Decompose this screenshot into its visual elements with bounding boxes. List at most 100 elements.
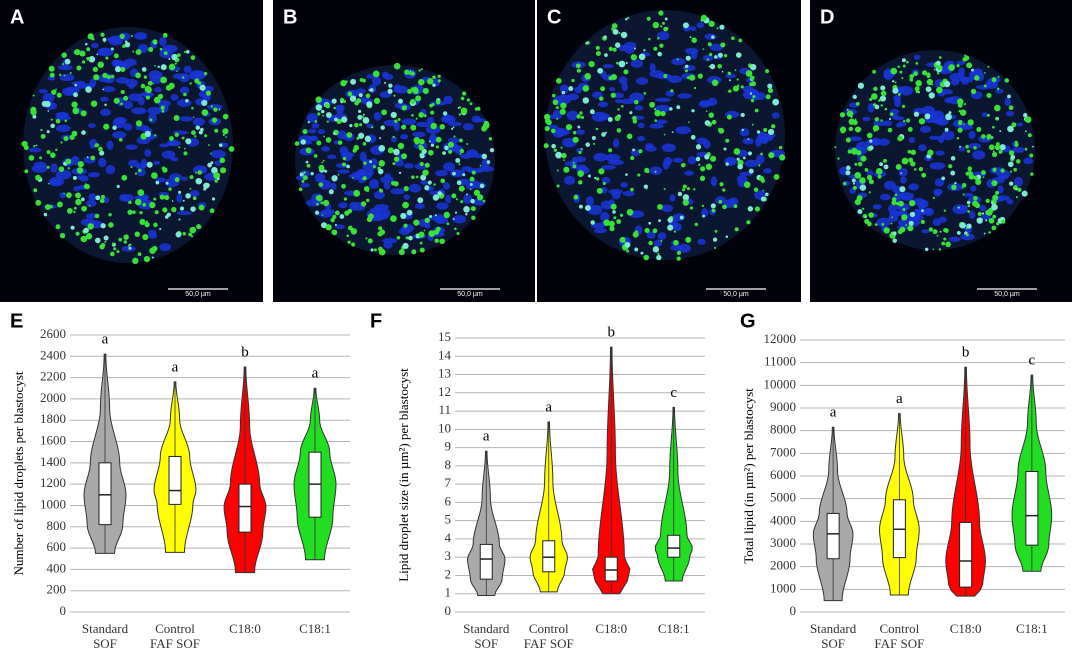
- lipid-droplet: [616, 61, 619, 65]
- lipid-droplet: [905, 118, 911, 123]
- lipid-droplet: [973, 195, 978, 201]
- lipid-droplet: [393, 156, 400, 162]
- lipid-droplet: [195, 177, 203, 185]
- lipid-droplet: [424, 162, 430, 168]
- lipid-droplet: [165, 181, 169, 185]
- lipid-droplet: [434, 214, 437, 217]
- lipid-droplet: [347, 240, 351, 244]
- x-tick-label: C18:1: [299, 621, 331, 636]
- lipid-droplet: [976, 217, 983, 224]
- lipid-droplet: [855, 102, 860, 106]
- lipid-droplet: [341, 162, 347, 167]
- lipid-droplet: [1025, 149, 1028, 151]
- lipid-droplet: [473, 189, 481, 196]
- nucleus: [311, 122, 320, 129]
- y-tick-label: 8000: [770, 422, 796, 437]
- nucleus: [471, 115, 481, 123]
- lipid-droplet: [756, 130, 761, 134]
- lipid-droplet: [66, 208, 73, 214]
- lipid-droplet: [572, 136, 579, 143]
- lipid-droplet: [676, 250, 682, 255]
- lipid-droplet: [691, 109, 695, 113]
- lipid-droplet: [616, 219, 622, 225]
- lipid-droplet: [371, 126, 374, 129]
- lipid-droplet: [39, 156, 43, 160]
- lipid-droplet: [437, 191, 443, 196]
- lipid-droplet: [69, 71, 72, 74]
- lipid-droplet: [325, 224, 332, 231]
- lipid-droplet: [139, 218, 146, 226]
- lipid-droplet: [688, 121, 690, 124]
- lipid-droplet: [455, 198, 459, 201]
- lipid-droplet: [648, 240, 653, 246]
- x-tick-label: Standard: [463, 621, 510, 636]
- lipid-droplet: [433, 183, 436, 186]
- lipid-droplet: [83, 227, 89, 234]
- nucleus: [424, 222, 431, 229]
- nucleus: [48, 176, 64, 187]
- lipid-droplet: [603, 35, 607, 39]
- lipid-droplet: [379, 137, 382, 140]
- lipid-droplet: [731, 36, 735, 41]
- box: [479, 543, 493, 580]
- lipid-droplet: [134, 231, 140, 237]
- lipid-droplet: [127, 244, 131, 247]
- significance-letter: a: [896, 391, 903, 407]
- lipid-droplet: [869, 139, 873, 143]
- lipid-droplet: [936, 86, 943, 94]
- lipid-droplet: [873, 86, 878, 92]
- lipid-droplet: [372, 165, 376, 169]
- lipid-droplet: [604, 131, 608, 134]
- lipid-droplet: [192, 196, 197, 201]
- lipid-droplet: [400, 212, 407, 220]
- panel-label: E: [10, 310, 23, 332]
- lipid-droplet: [168, 57, 171, 61]
- lipid-droplet: [223, 128, 227, 132]
- lipid-droplet: [914, 86, 920, 92]
- nucleus: [970, 185, 977, 192]
- lipid-droplet: [398, 171, 402, 174]
- lipid-droplet: [866, 174, 873, 181]
- nucleus: [950, 78, 960, 86]
- lipid-droplet: [684, 69, 688, 73]
- nucleus: [153, 160, 161, 165]
- lipid-droplet: [943, 80, 951, 88]
- lipid-droplet: [173, 115, 180, 121]
- lipid-droplet: [901, 76, 904, 79]
- nucleus: [449, 169, 465, 178]
- nucleus: [403, 163, 414, 169]
- lipid-droplet: [462, 173, 466, 177]
- lipid-droplet: [779, 154, 786, 161]
- lipid-droplet: [382, 251, 385, 254]
- lipid-droplet: [630, 187, 634, 192]
- lipid-droplet: [70, 225, 75, 230]
- lipid-droplet: [390, 215, 397, 222]
- lipid-droplet: [899, 70, 903, 74]
- nucleus: [443, 162, 455, 172]
- nucleus: [602, 63, 614, 69]
- lipid-droplet: [644, 227, 650, 234]
- lipid-droplet: [404, 69, 410, 75]
- lipid-droplet: [72, 107, 80, 115]
- lipid-droplet: [437, 79, 441, 83]
- x-tick-label: FAF SOF: [874, 636, 924, 650]
- lipid-droplet: [633, 47, 636, 50]
- lipid-droplet: [973, 146, 977, 150]
- lipid-droplet: [909, 211, 916, 217]
- lipid-droplet: [379, 247, 382, 251]
- lipid-droplet: [322, 199, 330, 207]
- lipid-droplet: [443, 211, 450, 219]
- nucleus: [321, 146, 331, 152]
- lipid-droplet: [991, 203, 998, 211]
- nucleus: [587, 204, 603, 215]
- lipid-droplet: [579, 111, 583, 115]
- lipid-droplet: [1017, 187, 1022, 192]
- panel-label: F: [370, 310, 382, 332]
- lipid-droplet: [336, 118, 342, 124]
- lipid-droplet: [985, 198, 990, 204]
- lipid-droplet: [676, 105, 681, 110]
- significance-letter: a: [172, 359, 179, 375]
- lipid-droplet: [183, 147, 186, 150]
- lipid-droplet: [194, 135, 197, 138]
- lipid-droplet: [556, 169, 559, 172]
